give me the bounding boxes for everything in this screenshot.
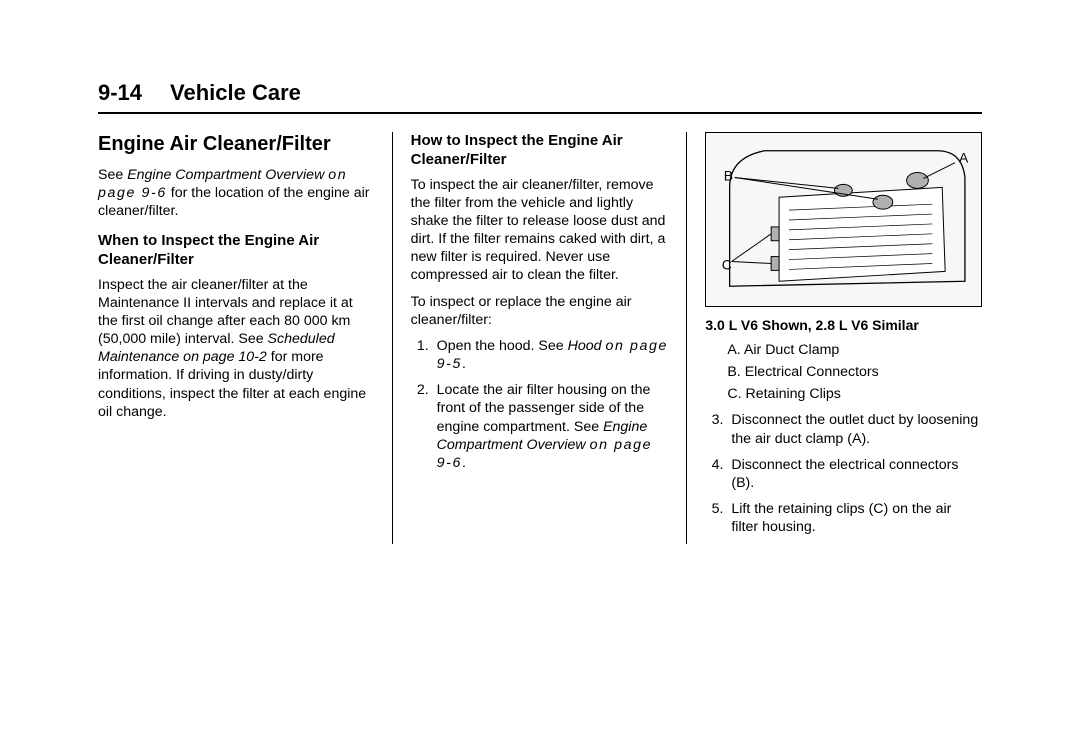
step-5: Lift the retaining clips (C) on the air … [727,500,982,536]
engine-diagram-figure: A B C [705,132,982,307]
step2-post: . [462,455,466,471]
intro-paragraph: See Engine Compartment Overview on page … [98,166,374,221]
step1-post: . [462,356,466,372]
how-p2: To inspect or replace the engine air cle… [411,293,669,329]
step-3: Disconnect the outlet duct by loosening … [727,411,982,447]
figure-caption: 3.0 L V6 Shown, 2.8 L V6 Similar [705,317,982,335]
page-header: 9-14 Vehicle Care [98,80,982,114]
legend-c: C. Retaining Clips [727,385,982,403]
step1-ref-italic: Hood [568,338,602,354]
column-3: A B C 3.0 L V6 Shown, 2.8 L V6 Similar A… [687,132,982,544]
page-number: 9-14 [98,80,142,106]
diagram-label-a: A [959,150,969,166]
subsection-how: How to Inspect the Engine Air Cleaner/Fi… [411,132,669,170]
diagram-label-c: C [722,256,732,272]
chapter-title: Vehicle Care [170,80,301,106]
diagram-label-b: B [724,167,733,183]
content-columns: Engine Air Cleaner/Filter See Engine Com… [98,132,982,544]
legend-b: B. Electrical Connectors [727,363,982,381]
engine-diagram-svg: A B C [706,133,981,306]
figure-legend: A. Air Duct Clamp B. Electrical Connecto… [727,341,982,404]
steps-list-part2: Disconnect the outlet duct by loosening … [727,411,982,536]
step-2: Locate the air filter housing on the fro… [433,381,669,472]
column-1: Engine Air Cleaner/Filter See Engine Com… [98,132,393,544]
when-paragraph: Inspect the air cleaner/filter at the Ma… [98,276,374,421]
steps-list-part1: Open the hood. See Hood on page 9-5. Loc… [433,337,669,472]
step1-pre: Open the hood. See [437,338,568,354]
column-2: How to Inspect the Engine Air Cleaner/Fi… [393,132,688,544]
intro-ref-italic: Engine Compartment Overview [127,167,324,183]
legend-a: A. Air Duct Clamp [727,341,982,359]
intro-pre: See [98,167,127,183]
subsection-when: When to Inspect the Engine Air Cleaner/F… [98,232,374,270]
section-heading: Engine Air Cleaner/Filter [98,132,374,158]
step-4: Disconnect the electrical connectors (B)… [727,456,982,492]
how-p1: To inspect the air cleaner/filter, remov… [411,176,669,285]
step-1: Open the hood. See Hood on page 9-5. [433,337,669,373]
